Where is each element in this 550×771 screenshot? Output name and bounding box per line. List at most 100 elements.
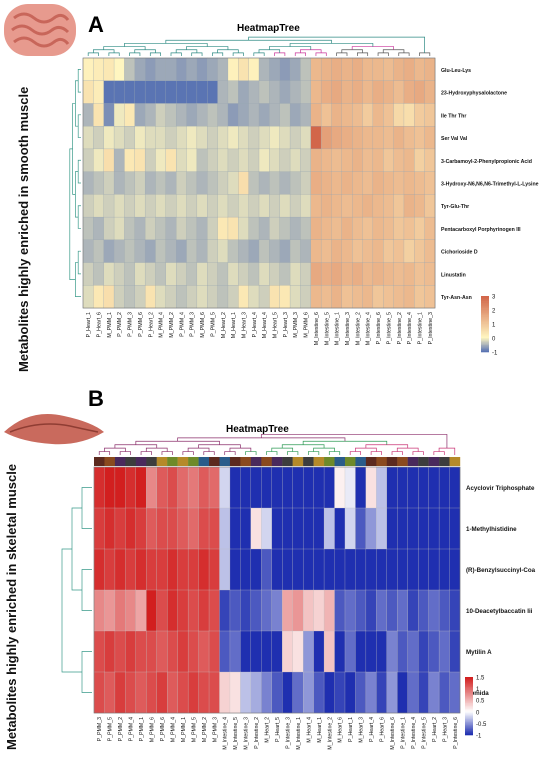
legend-gradient-step	[465, 720, 473, 723]
annotation-cell	[94, 457, 105, 466]
heatmap-cell	[407, 507, 419, 550]
heatmap-cell	[135, 671, 147, 714]
legend-gradient-step	[481, 303, 489, 305]
heatmap-cell	[376, 630, 388, 673]
dendrogram-branch	[224, 451, 236, 455]
row-label: Acyclovir Triphosphate	[466, 485, 535, 492]
heatmap-cell	[93, 126, 105, 150]
heatmap-cell	[113, 148, 125, 172]
dendrogram-branch	[294, 52, 306, 56]
legend-tick-label: 1	[492, 323, 496, 329]
heatmap-cell	[227, 80, 239, 104]
annotation-cell	[439, 457, 450, 466]
heatmap-cell	[104, 589, 116, 632]
column-label: P_PMM_2	[118, 717, 124, 741]
column-label: M_PMM_1	[181, 717, 187, 742]
heatmap-cell	[403, 239, 415, 263]
heatmap-cell	[187, 548, 199, 591]
heatmap-cell	[313, 507, 325, 550]
heatmap-cell	[414, 262, 425, 286]
heatmap-cell	[344, 507, 356, 550]
column-label: M_Heart_3	[241, 312, 247, 338]
heatmap-cell	[155, 216, 167, 241]
heatmap-cell	[177, 671, 189, 714]
heatmap-cell	[125, 589, 137, 632]
row-label: 23-Hydroxyphysalolactone	[441, 91, 507, 97]
heatmap-cell	[302, 589, 314, 632]
heatmap-cell	[186, 285, 198, 309]
heatmap-cell	[424, 57, 436, 82]
heatmap-cell	[248, 57, 260, 82]
heatmap-cell	[248, 103, 260, 127]
column-dendrogram-a	[87, 36, 431, 56]
side-label-b: Metabolites highly enriched in skeletal …	[4, 464, 19, 750]
annotation-cell	[303, 457, 314, 466]
heatmap-cell	[250, 548, 262, 591]
column-label: P_Intestine_3	[285, 717, 291, 749]
dendrogram-branch	[382, 49, 405, 53]
annotation-cell	[240, 457, 252, 466]
heatmap-cell	[271, 671, 283, 714]
legend-gradient-step	[481, 335, 489, 337]
legend-gradient-step	[481, 324, 489, 326]
heatmap-cell	[250, 671, 262, 714]
heatmap-cell	[313, 548, 325, 591]
column-label: P_Intestine_1	[400, 717, 406, 749]
heatmap-cell	[258, 171, 270, 195]
legend-gradient-step	[481, 317, 489, 319]
annotation-cell	[449, 457, 461, 466]
heatmap-cell	[229, 589, 241, 632]
heatmap-cell	[393, 171, 405, 195]
heatmap-cell	[302, 630, 314, 673]
heatmap-cell	[289, 57, 301, 82]
heatmap-cell	[258, 262, 270, 286]
heatmap-cell	[113, 239, 125, 263]
legend-gradient-step	[465, 690, 473, 692]
dendrogram-branch	[232, 52, 244, 56]
heatmap-cell	[135, 630, 147, 673]
heatmap-cell	[93, 171, 105, 195]
legend-gradient-step	[481, 300, 489, 302]
legend-gradient-step	[481, 311, 489, 314]
heatmap-cell	[403, 285, 415, 309]
heatmap-cell	[176, 171, 187, 195]
heatmap-cell	[341, 103, 353, 127]
heatmap-cell	[196, 239, 208, 263]
heatmap-cell	[424, 126, 436, 150]
dendrogram-branch	[81, 651, 92, 693]
heatmap-cell	[362, 285, 374, 309]
heatmap-cell	[289, 103, 301, 127]
heatmap-cell	[144, 216, 156, 241]
heatmap-cell	[248, 194, 260, 218]
column-label: M_PMM_4	[170, 717, 176, 742]
heatmap-cell	[113, 103, 125, 127]
legend-gradient-step	[481, 304, 489, 307]
heatmap-cell	[82, 126, 94, 150]
heatmap-cell	[82, 239, 94, 263]
heatmap-cell	[155, 103, 167, 127]
column-label: P_PMM_2	[117, 312, 123, 337]
column-label: P_Intestine_5	[386, 312, 392, 344]
heatmap-cell	[269, 126, 281, 150]
heatmap-cell	[372, 148, 384, 172]
heatmap-cell	[114, 630, 126, 673]
heatmap-cell	[134, 126, 146, 150]
heatmap-cell	[393, 103, 405, 127]
heatmap-cell	[103, 57, 115, 82]
heatmap-cell	[93, 589, 105, 632]
heatmap-cell	[362, 239, 374, 263]
dendrogram-branch	[175, 49, 198, 53]
heatmap-cell	[282, 466, 294, 509]
heatmap-cell	[227, 171, 239, 195]
heatmap-cell	[341, 216, 353, 241]
heatmap-cell	[198, 548, 210, 591]
annotation-cell	[125, 457, 137, 466]
heatmap-cell	[428, 630, 440, 673]
heatmap-cell	[196, 262, 208, 286]
heatmap-cell	[331, 126, 343, 150]
legend-gradient-step	[465, 679, 473, 682]
dendrogram-branch	[365, 444, 409, 449]
heatmap-cell	[279, 103, 291, 127]
heatmap-cell	[428, 589, 440, 632]
heatmap-cell	[187, 671, 199, 714]
